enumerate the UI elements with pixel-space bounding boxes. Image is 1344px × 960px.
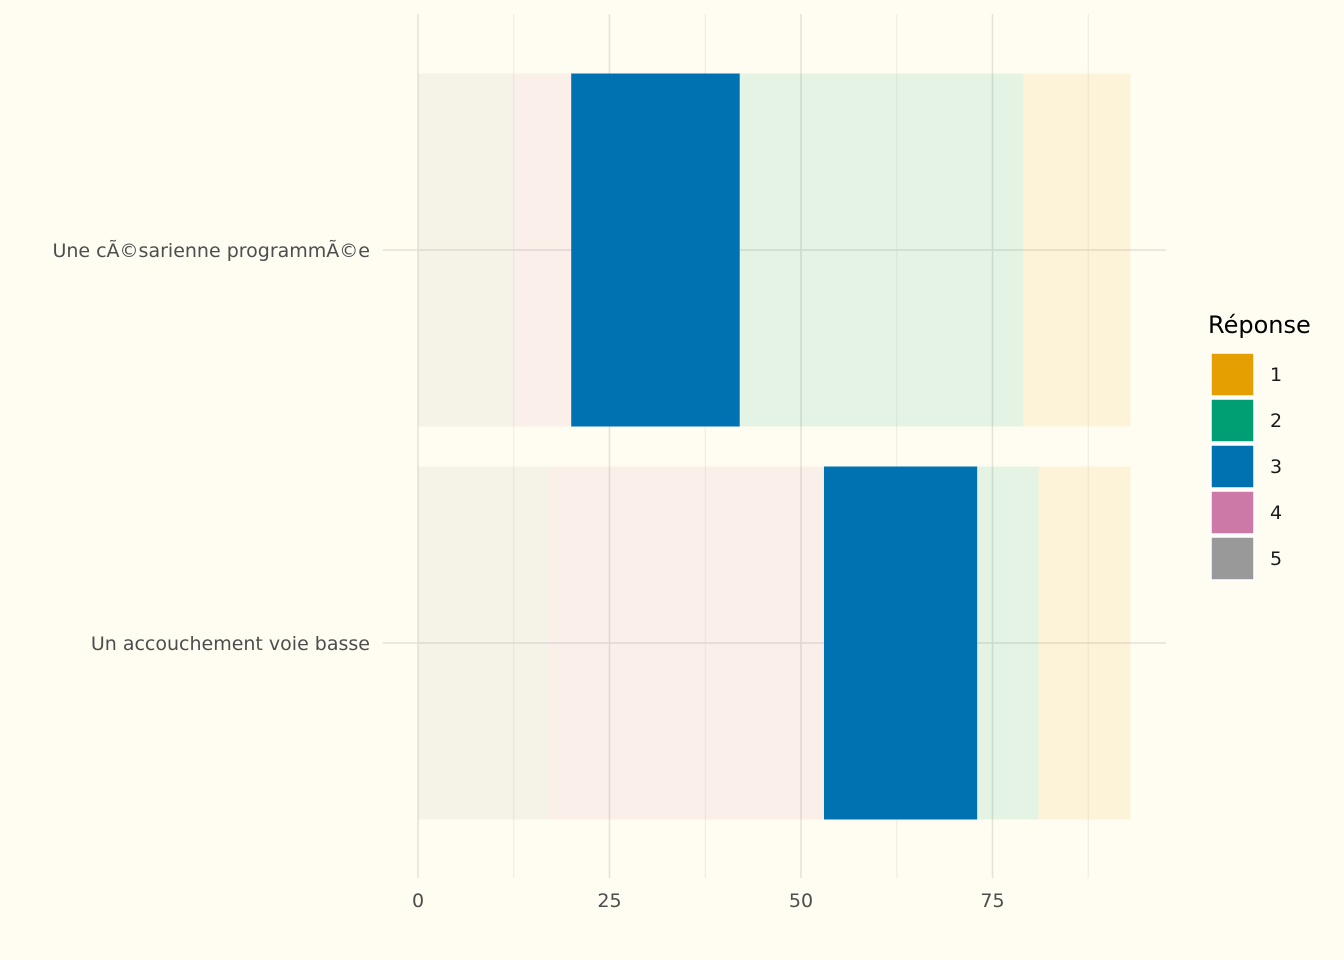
- x-tick-label: 50: [789, 890, 813, 912]
- bar-segment-response-3: [571, 73, 740, 427]
- bar-segment-response-2: [977, 466, 1039, 820]
- legend-label: 2: [1270, 410, 1282, 432]
- x-tick-label: 75: [980, 890, 1004, 912]
- bar-segment-response-4: [513, 73, 572, 427]
- legend-label: 4: [1270, 502, 1282, 524]
- bar-segment-response-5: [418, 466, 549, 820]
- legend-key-4: [1210, 490, 1255, 535]
- bar-segment-response-1: [1023, 73, 1131, 427]
- bar-segment-response-1: [1038, 466, 1131, 820]
- legend-label: 3: [1270, 456, 1282, 478]
- bar-segment-response-3: [823, 466, 978, 820]
- legend-key-3: [1210, 444, 1255, 489]
- legend-key-2: [1210, 398, 1255, 443]
- x-axis-labels: 0 25 50 75: [412, 890, 1005, 912]
- bar-segment-response-4: [548, 466, 824, 820]
- legend-title: Réponse: [1208, 311, 1311, 339]
- x-tick-label: 0: [412, 890, 424, 912]
- legend-label: 1: [1270, 364, 1282, 386]
- y-axis-labels: Une cÃ©sarienne programmÃ©e Un accoucheme…: [52, 239, 370, 655]
- legend-key-5: [1210, 536, 1255, 581]
- bar-segment-response-5: [418, 73, 514, 427]
- legend-label: 5: [1270, 548, 1282, 570]
- category-label: Un accouchement voie basse: [91, 633, 370, 655]
- category-label: Une cÃ©sarienne programmÃ©e: [52, 239, 370, 262]
- bar-segment-response-2: [739, 73, 1024, 427]
- bars: [418, 73, 1131, 820]
- x-tick-label: 25: [597, 890, 621, 912]
- legend-key-1: [1210, 352, 1255, 397]
- legend: Réponse 1 2 3 4 5: [1208, 311, 1311, 581]
